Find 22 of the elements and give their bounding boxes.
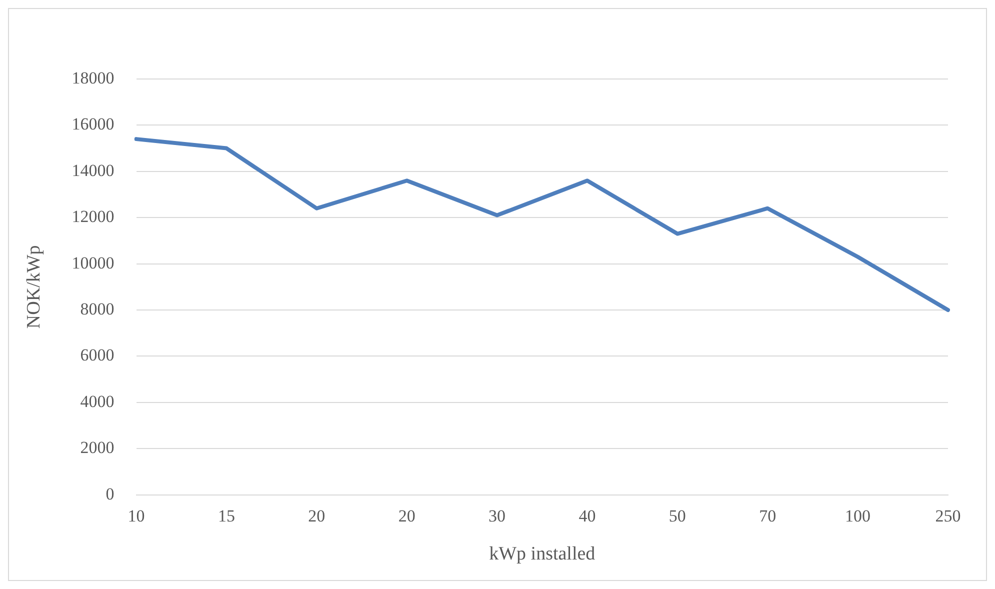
x-tick-label: 20 xyxy=(308,506,326,526)
x-tick-label: 10 xyxy=(128,506,145,526)
y-tick-label: 4000 xyxy=(80,392,114,411)
y-tick-label: 16000 xyxy=(72,114,114,134)
x-tick-label: 20 xyxy=(398,506,416,526)
x-tick-label: 250 xyxy=(935,506,961,526)
y-tick-label: 6000 xyxy=(80,346,114,365)
x-tick-label: 70 xyxy=(759,506,776,526)
y-tick-label: 2000 xyxy=(80,438,114,458)
y-axis-title: NOK/kWp xyxy=(23,245,44,329)
y-tick-label: 12000 xyxy=(72,207,114,226)
x-tick-label: 50 xyxy=(668,506,686,526)
x-tick-label: 40 xyxy=(578,506,596,526)
x-tick-label: 30 xyxy=(488,506,506,526)
x-tick-label: 100 xyxy=(845,506,871,526)
y-tick-label: 0 xyxy=(106,484,114,504)
y-tick-label: 8000 xyxy=(80,299,114,318)
x-tick-label: 15 xyxy=(218,506,235,526)
x-axis-title: kWp installed xyxy=(489,544,596,565)
y-tick-label: 14000 xyxy=(72,160,114,180)
y-tick-label: 10000 xyxy=(72,253,114,272)
y-tick-label: 18000 xyxy=(72,68,114,88)
